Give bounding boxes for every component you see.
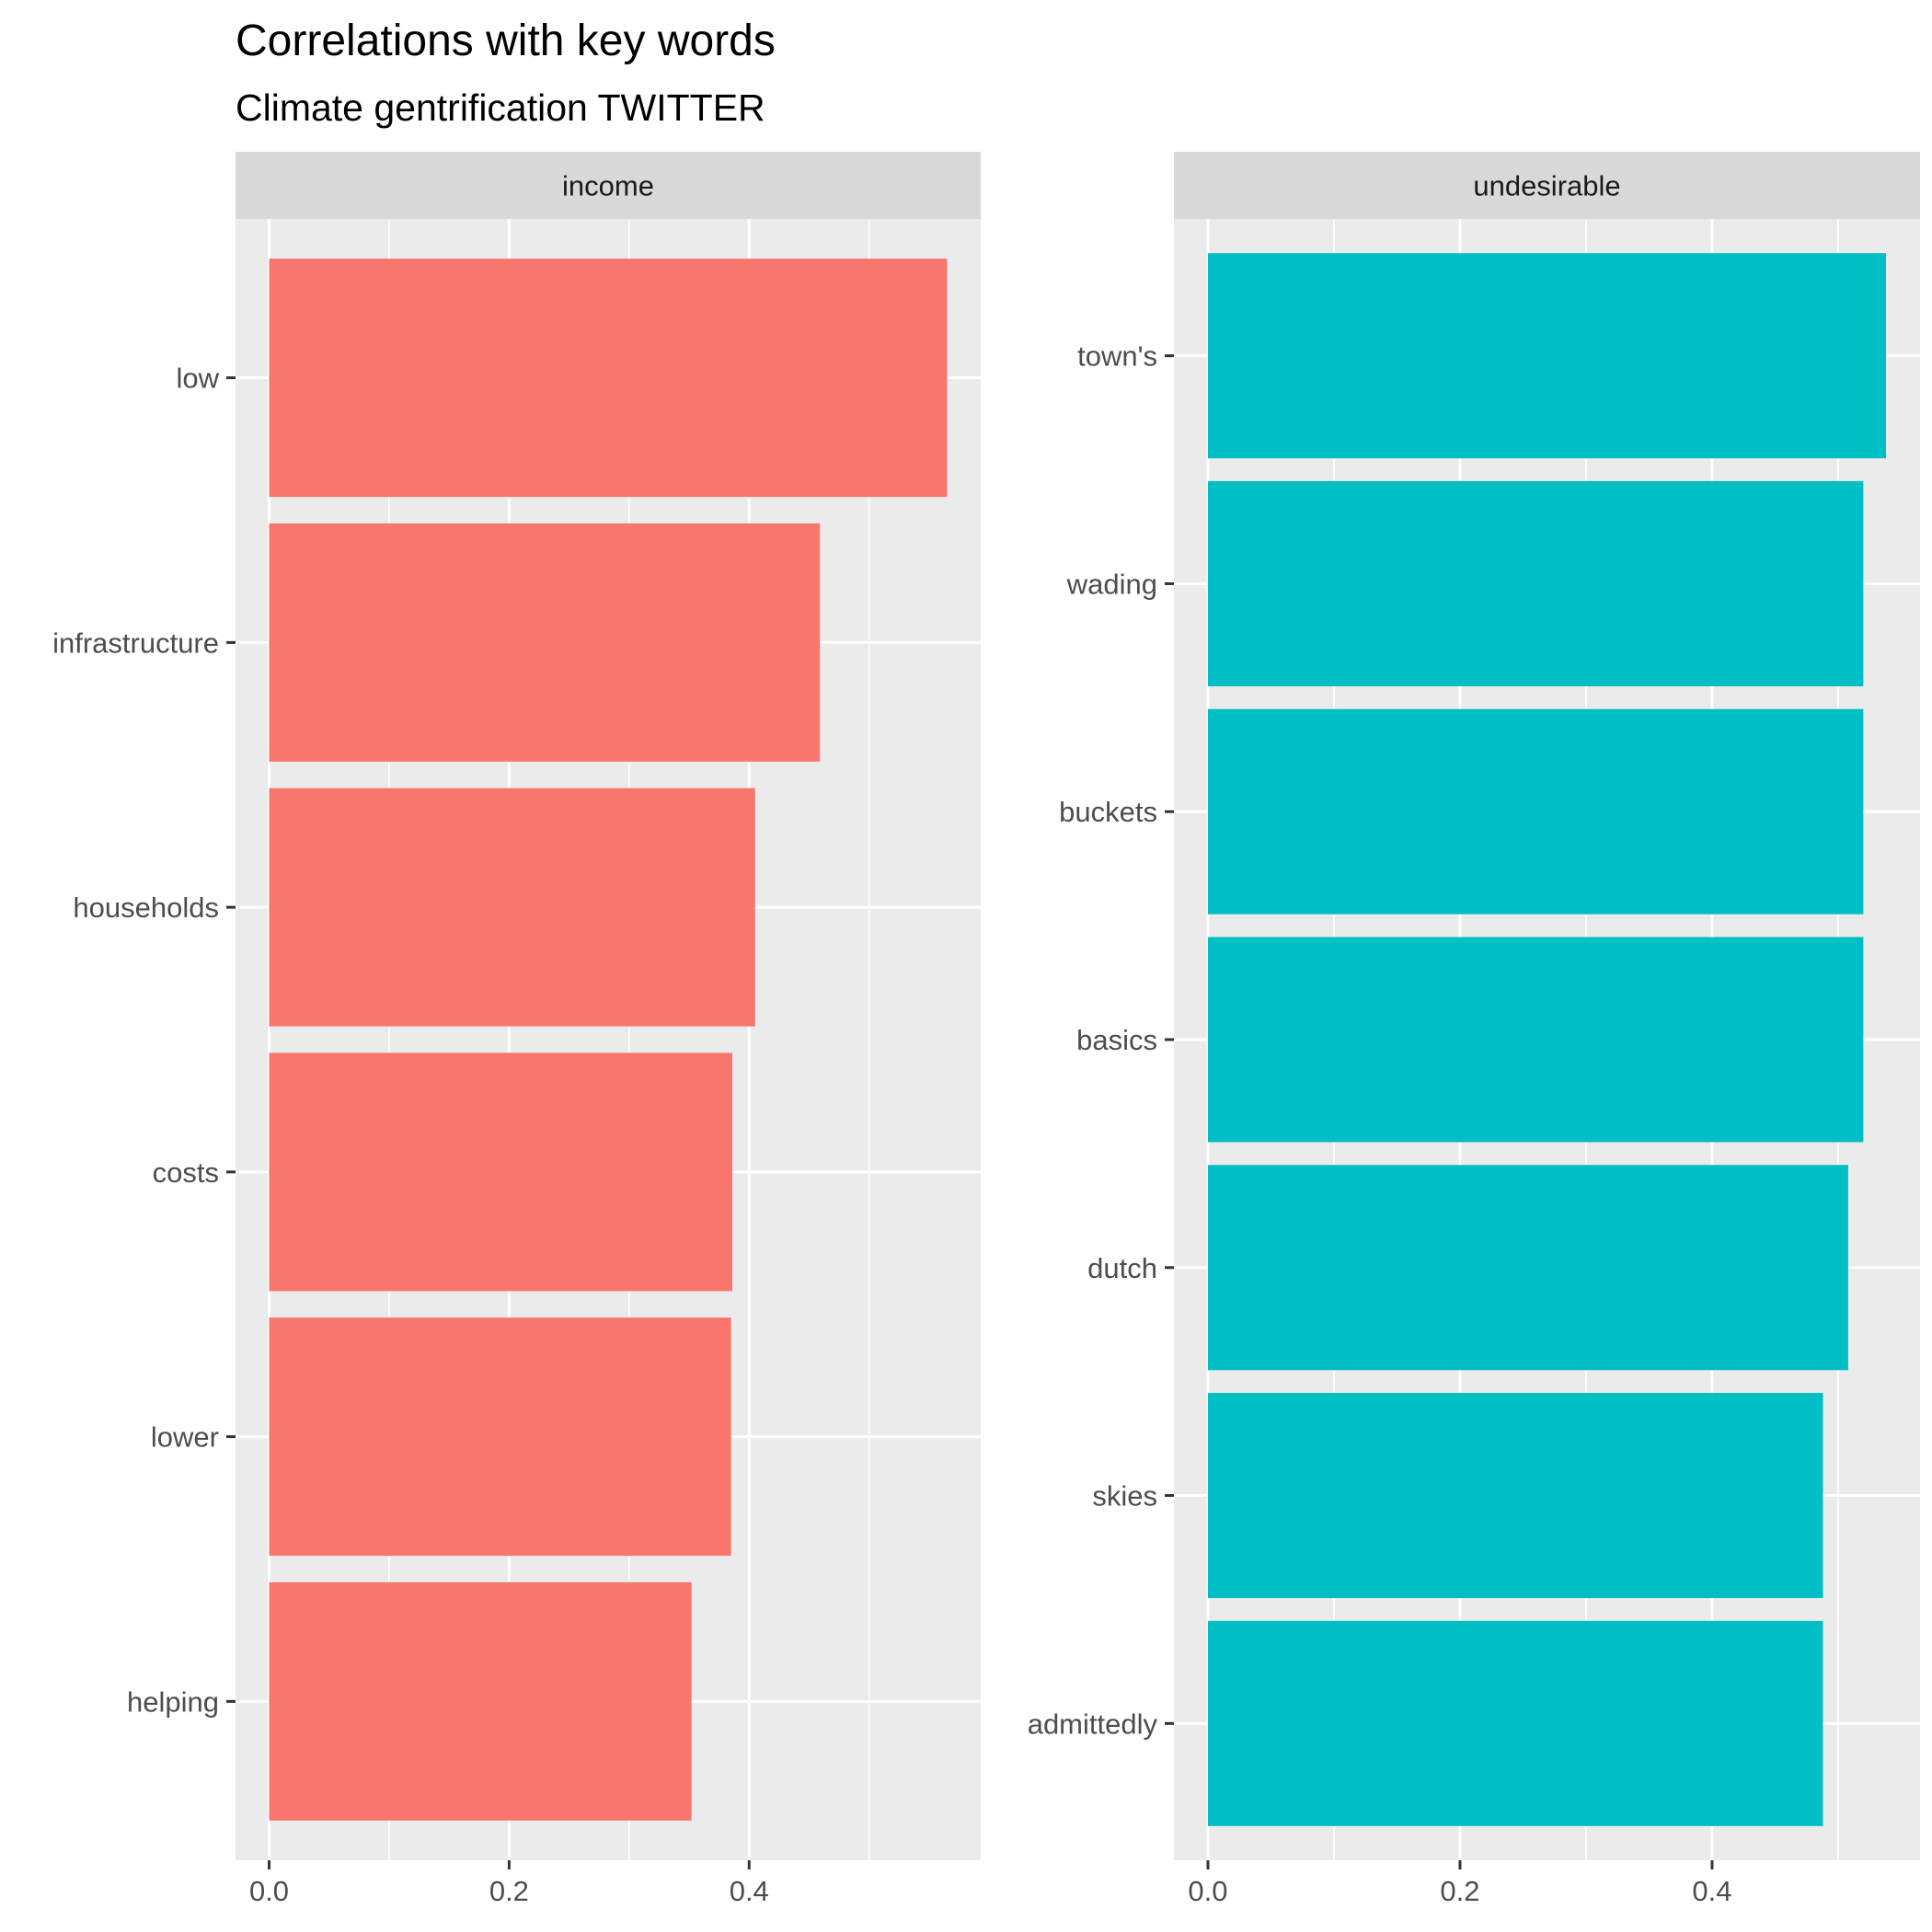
x-tick-label: 0.2 [1440,1875,1479,1907]
facet-panel-income: income low infrastructure households costs lo… [52,152,981,1907]
category-label: skies [1092,1480,1157,1512]
chart-title: Correlations with key words [236,17,776,65]
category-label: buckets [1059,796,1157,828]
bar-basics [1207,937,1864,1143]
bar-costs [269,1052,732,1292]
bar-town's [1207,253,1887,459]
category-label: helping [127,1685,219,1718]
bar-lower [269,1317,731,1557]
category-label: town's [1077,340,1157,373]
bar-buckets [1207,708,1864,914]
category-label: lower [151,1421,219,1454]
facet-strip-label: income [562,170,654,202]
x-tick-label: 0.4 [730,1875,769,1907]
facet-strip [1174,152,1920,219]
facets: income low infrastructure households costs lo… [52,152,1920,1907]
category-label: wading [1066,568,1157,600]
category-label: dutch [1087,1252,1157,1284]
x-tick-label: 0.2 [489,1875,529,1907]
bar-households [269,788,755,1027]
category-label: infrastructure [52,627,219,659]
facet-panel-undesirable: undesirable town's wading buckets basics dutc… [1028,152,1920,1907]
bar-admittedly [1207,1620,1823,1826]
category-label: low [176,362,219,395]
chart-subtitle: Climate gentrification TWITTER [236,86,765,129]
category-label: households [73,891,219,924]
bar-dutch [1207,1165,1848,1371]
category-label: costs [153,1156,219,1189]
category-label: admittedly [1028,1708,1158,1740]
x-tick-label: 0.4 [1692,1875,1731,1907]
bar-low [269,259,948,498]
bar-wading [1207,480,1864,686]
bar-helping [269,1581,692,1821]
facet-strip [236,152,981,219]
bar-infrastructure [269,523,821,762]
x-tick-label: 0.0 [1188,1875,1227,1907]
facet-strip-label: undesirable [1473,170,1620,202]
category-label: basics [1076,1024,1157,1056]
x-tick-label: 0.0 [249,1875,289,1907]
bar-skies [1207,1393,1823,1599]
